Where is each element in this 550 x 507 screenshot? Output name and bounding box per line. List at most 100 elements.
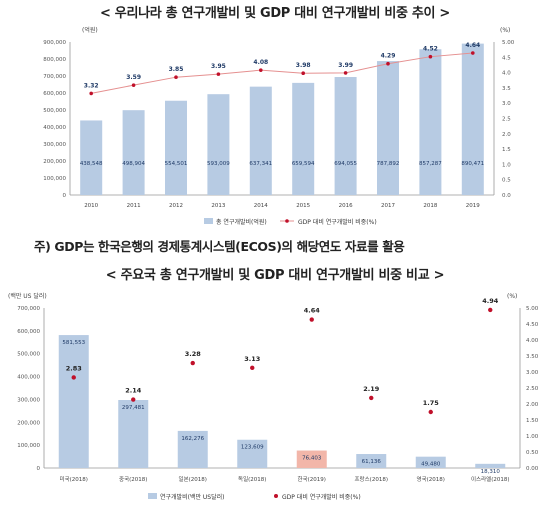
legend-line-label: GDP 대비 연구개발비 비중(%) [298,218,377,226]
left-tick-label: 0 [63,193,67,199]
right-tick-label: 1.50 [526,418,539,424]
right-axis-unit: (%) [507,293,517,300]
bar [122,110,145,195]
x-tick-label: 2011 [127,203,141,209]
legend-bar-swatch [148,493,157,499]
ratio-point [131,397,136,402]
right-tick-label: 4.50 [526,322,539,328]
top-chart-title: < 우리나라 총 연구개발비 및 GDP 대비 연구개발비 비중 추이 > [99,6,451,21]
x-tick-label: 2014 [254,203,268,209]
right-tick-label: 3.00 [526,370,539,376]
x-tick-label: 2015 [296,203,310,209]
left-tick-label: 800,000 [43,57,66,63]
bar [165,100,187,195]
right-tick-label: 2.00 [526,402,539,408]
right-tick-label: 5.00 [502,40,515,46]
x-tick-label: 일본(2018) [179,475,207,483]
right-tick-label: 3.0 [502,101,511,107]
ratio-line [91,52,473,94]
rnd-trend-chart: (억원) (%) 총 연구개발비(억원) GDP 대비 연구개발비 비중(%) … [43,26,515,226]
right-tick-label: 0.50 [526,450,539,456]
ratio-label: 2.19 [363,385,380,393]
ratio-label: 2.14 [125,387,142,395]
ratio-point [343,71,348,75]
left-tick-label: 300,000 [17,397,40,403]
ratio-point [259,68,263,72]
x-tick-label: 중국(2018) [119,476,147,483]
legend-dot-swatch [274,494,278,498]
left-tick-label: 700,000 [43,74,66,80]
bar-value-label: 659,594 [292,161,315,167]
bar-value-label: 498,904 [122,161,145,167]
ratio-label: 3.32 [84,82,99,89]
x-tick-label: 2018 [423,203,437,209]
bar [296,450,327,468]
x-tick-label: 2016 [339,203,353,209]
left-tick-label: 600,000 [17,329,40,335]
right-tick-label: 3.5 [502,86,511,92]
left-axis-unit: (억원) [82,26,98,34]
footnote: 주) GDP는 한국은행의 경제통계시스템(ECOS)의 해당연도 자료를 활용 [34,239,405,254]
ratio-point [471,51,475,55]
ratio-point [89,91,93,96]
x-tick-label: 2019 [466,203,480,209]
bar [377,61,399,195]
right-tick-label: 4.0 [502,71,511,77]
right-axis-unit: (%) [500,27,510,34]
ratio-label: 3.59 [126,74,141,81]
right-tick-label: 2.5 [502,117,511,123]
bar [461,43,484,195]
right-tick-label: 4.00 [526,338,539,344]
bar-value-label: 581,553 [62,340,85,346]
left-tick-label: 700,000 [17,306,40,312]
right-tick-label: 4.5 [502,55,511,61]
bar-value-label: 857,287 [419,161,442,167]
left-tick-label: 300,000 [43,142,66,148]
ratio-point [190,360,195,366]
ratio-point [488,307,493,313]
bar-value-label: 438,548 [80,161,103,167]
bar [237,439,268,468]
x-tick-label: 2013 [211,203,225,209]
x-tick-label: 독일(2018) [238,475,266,483]
x-tick-label: 한국(2019) [298,476,326,483]
left-tick-label: 900,000 [43,40,66,46]
bar-value-label: 76,403 [302,456,322,462]
bar [292,82,315,195]
bar-value-label: 49,480 [421,462,441,468]
legend-bar-swatch [204,218,213,224]
ratio-point [174,75,178,79]
ratio-point [131,83,136,87]
legend-bar-label: 연구개발비(백만 US달러) [160,493,224,501]
left-tick-label: 100,000 [17,443,40,449]
ratio-point [369,395,374,401]
right-tick-label: 2.50 [526,386,539,392]
bar [334,77,357,195]
legend-bar-label: 총 연구개발비(억원) [216,218,267,226]
ratio-point [216,72,221,76]
x-tick-label: 영국(2018) [417,475,445,483]
bar-value-label: 787,892 [377,161,400,167]
ratio-point [309,317,314,322]
left-tick-label: 0 [37,466,41,472]
left-tick-label: 400,000 [43,125,66,131]
ratio-label: 1.75 [423,399,440,407]
x-tick-label: 2010 [84,203,98,209]
right-tick-label: 2.0 [502,132,511,138]
bar-value-label: 123,609 [241,445,264,451]
bar-value-label: 297,481 [122,405,145,411]
ratio-label: 4.52 [423,46,438,53]
x-tick-label: 이스라엘(2018) [471,475,510,483]
ratio-label: 2.83 [66,364,82,372]
x-tick-label: 미국(2018) [60,475,88,483]
left-tick-label: 600,000 [43,91,66,97]
ratio-point [71,375,76,380]
bar-value-label: 694,055 [334,161,357,167]
ratio-label: 3.99 [338,62,353,69]
bar [475,463,506,468]
left-tick-label: 200,000 [17,420,40,426]
bar [80,120,103,195]
left-tick-label: 400,000 [17,375,40,381]
left-tick-label: 200,000 [43,159,66,165]
bar [58,335,89,468]
